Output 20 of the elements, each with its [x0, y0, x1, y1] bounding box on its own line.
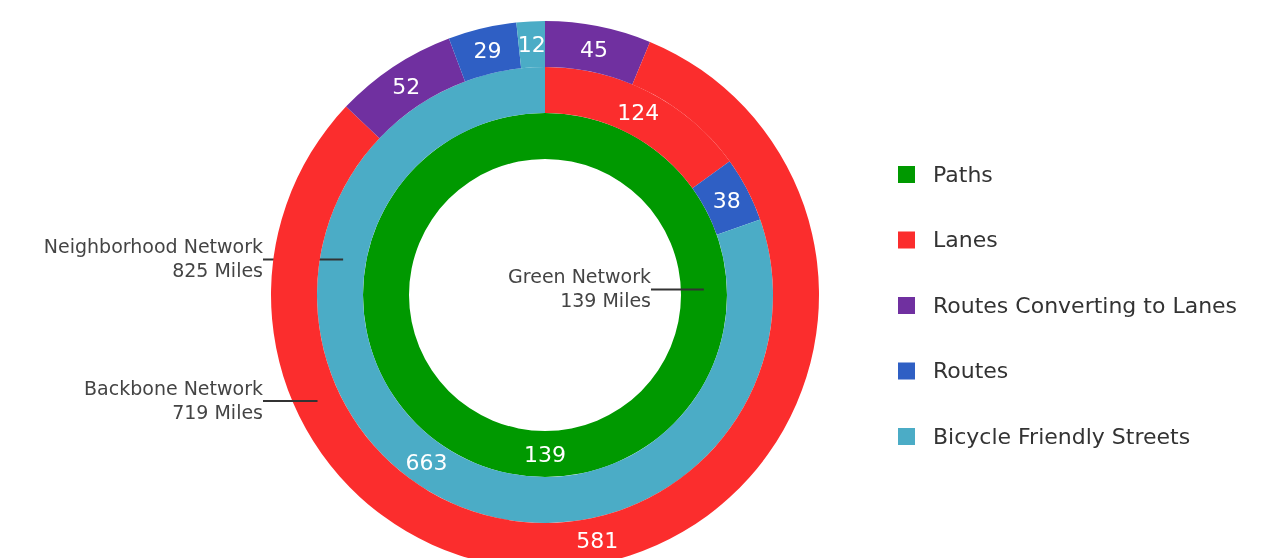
data-label: 29 — [473, 38, 502, 64]
legend-label: Paths — [933, 161, 993, 187]
legend-label: Bicycle Friendly Streets — [933, 423, 1191, 449]
data-label: 52 — [392, 73, 421, 99]
legend-label: Routes — [933, 358, 1009, 384]
text: 719 Miles — [172, 401, 263, 424]
text: 825 Miles — [172, 259, 263, 282]
data-label: 124 — [617, 100, 660, 126]
legend-label: Routes Converting to Lanes — [933, 292, 1238, 318]
text: 139 Miles — [560, 289, 651, 312]
data-label: 581 — [576, 528, 619, 554]
data-label: 45 — [580, 36, 609, 62]
legend-label: Lanes — [933, 227, 998, 253]
data-label: 12 — [517, 32, 546, 58]
slice-label: Green Network — [508, 265, 651, 288]
slice-label: Neighborhood Network — [43, 235, 263, 258]
data-label: 139 — [524, 441, 566, 467]
slice-label: Backbone Network — [84, 377, 263, 400]
data-label: 38 — [712, 187, 741, 213]
data-label: 663 — [405, 449, 448, 475]
